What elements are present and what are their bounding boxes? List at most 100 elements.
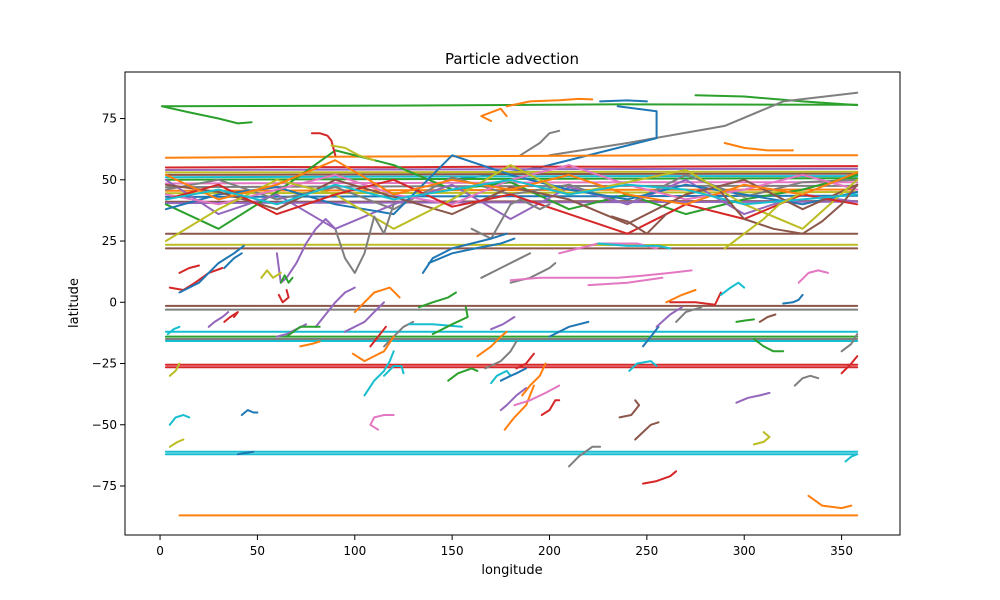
trajectory-87 <box>166 325 181 336</box>
trajectory-97 <box>383 365 405 377</box>
trajectory-66 <box>427 237 516 265</box>
trajectory-15 <box>164 175 859 179</box>
trajectory-10 <box>164 154 859 159</box>
trajectory-105 <box>521 362 547 397</box>
chart-title: Particle advection <box>445 50 579 68</box>
trajectory-12 <box>164 167 859 171</box>
trajectory-6 <box>694 94 859 107</box>
trajectory-40 <box>164 149 859 230</box>
trajectory-47 <box>164 159 859 206</box>
trajectory-41 <box>164 178 859 230</box>
trajectory-121 <box>753 431 771 446</box>
trajectory-44 <box>164 178 859 225</box>
trajectory-126 <box>369 414 395 431</box>
trajectory-74 <box>665 289 697 304</box>
trajectory-13 <box>164 170 859 174</box>
trajectory-92 <box>490 316 516 331</box>
x-tick-label: 100 <box>343 544 366 558</box>
trajectory-108 <box>642 325 660 348</box>
trajectory-119 <box>568 445 602 468</box>
x-axis-label: longitude <box>481 563 542 578</box>
y-tick-label: 25 <box>102 234 117 248</box>
x-tick-label: 300 <box>733 544 756 558</box>
trajectory-95 <box>369 325 387 348</box>
trajectory-86 <box>223 311 239 323</box>
y-axis-label: latitude <box>67 278 82 328</box>
trajectory-52 <box>421 232 508 274</box>
trajectory-90 <box>408 323 463 328</box>
y-tick-label: −50 <box>92 418 117 432</box>
trajectory-62 <box>223 252 243 269</box>
trajectory-96 <box>363 350 395 397</box>
trajectory-103 <box>499 387 528 412</box>
trajectory-65 <box>277 289 290 304</box>
trajectory-70 <box>587 276 664 287</box>
trajectory-128 <box>840 355 859 375</box>
trajectory-81 <box>353 286 401 314</box>
trajectory-80 <box>344 301 385 333</box>
trajectory-125 <box>236 450 255 456</box>
trajectory-20 <box>164 191 859 195</box>
x-tick-label: 0 <box>156 544 164 558</box>
trajectory-101 <box>499 367 528 382</box>
trajectory-113 <box>655 306 683 328</box>
trajectory-127 <box>168 362 181 377</box>
trajectory-106 <box>513 384 561 407</box>
x-tick-label: 350 <box>830 544 853 558</box>
trajectory-82 <box>418 291 457 309</box>
trajectory-114 <box>675 306 703 323</box>
trajectory-102 <box>515 352 535 370</box>
trajectory-117 <box>618 399 641 419</box>
trajectory-71 <box>548 320 590 338</box>
plot-area <box>161 91 859 517</box>
trajectory-118 <box>634 421 660 441</box>
y-tick-label: 0 <box>109 295 117 309</box>
trajectory-64 <box>279 274 294 284</box>
trajectory-7 <box>548 91 859 157</box>
trajectory-69 <box>509 269 693 282</box>
trajectory-130 <box>840 333 859 353</box>
x-tick-label: 250 <box>635 544 658 558</box>
trajectory-73 <box>597 242 672 250</box>
trajectory-53 <box>610 213 668 235</box>
trajectory-38 <box>807 494 853 510</box>
trajectory-60 <box>178 264 200 274</box>
trajectory-116 <box>753 338 785 353</box>
trajectory-76 <box>719 281 746 296</box>
trajectory-104 <box>503 384 535 431</box>
x-tick-label: 200 <box>538 544 561 558</box>
trajectory-98 <box>447 367 479 382</box>
y-tick-label: 75 <box>102 112 117 126</box>
trajectory-129 <box>844 453 859 463</box>
trajectory-4 <box>480 107 508 122</box>
trajectory-79 <box>314 286 356 328</box>
axes-frame <box>124 71 901 536</box>
trajectory-67 <box>480 252 531 279</box>
y-tick-label: −25 <box>92 357 117 371</box>
trajectory-56 <box>723 142 794 152</box>
trajectory-59 <box>168 267 224 291</box>
trajectory-11 <box>164 165 859 169</box>
trajectory-49 <box>334 203 395 274</box>
y-tick-label: 50 <box>102 173 117 187</box>
x-axis: 0 50 100 150 200 250 300 350 <box>156 535 853 558</box>
trajectory-85 <box>207 311 230 328</box>
trajectory-63 <box>260 269 282 279</box>
trajectory-5 <box>599 99 648 103</box>
trajectory-61 <box>178 244 245 294</box>
x-tick-label: 50 <box>250 544 265 558</box>
trajectory-124 <box>168 438 185 448</box>
y-tick-label: −75 <box>92 479 117 493</box>
trajectory-77 <box>782 293 804 305</box>
trajectory-42 <box>164 154 859 216</box>
trajectory-109 <box>735 318 755 323</box>
trajectory-111 <box>735 391 771 404</box>
trajectory-48 <box>164 178 859 206</box>
y-axis: −75 −50 −25 0 25 50 75 <box>92 112 125 493</box>
trajectory-93 <box>351 335 395 363</box>
trajectory-55 <box>330 144 376 162</box>
trajectory-57 <box>719 183 859 235</box>
trajectory-9 <box>519 129 561 157</box>
trajectory-112 <box>793 374 820 387</box>
